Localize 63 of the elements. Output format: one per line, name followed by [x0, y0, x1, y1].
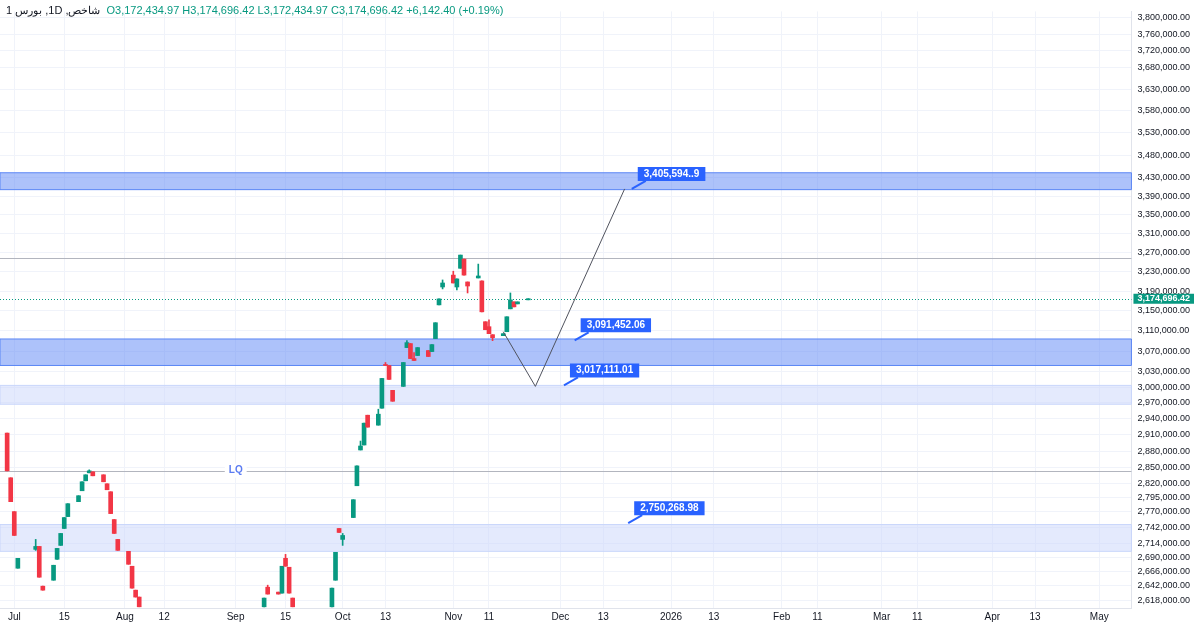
annotation: 2,750,268.98	[640, 501, 700, 513]
y-tick-label: 3,270,000.00	[1137, 246, 1191, 257]
x-tick-label: Aug	[116, 610, 134, 622]
y-tick-label: 3,030,000.00	[1137, 366, 1191, 377]
y-tick-label: 3,110,000.00	[1137, 325, 1190, 336]
y-tick-label: 2,770,000.00	[1137, 506, 1191, 517]
x-tick-label: 13	[597, 610, 610, 622]
y-tick-label: 3,630,000.00	[1137, 83, 1191, 94]
y-tick-label: 2,642,000.00	[1137, 580, 1191, 591]
x-tick-label: 12	[158, 610, 171, 622]
y-tick-label: 2,618,000.00	[1137, 594, 1191, 605]
y-tick-label: 3,680,000.00	[1137, 62, 1191, 73]
annotation: 3,091,452.06	[586, 319, 646, 331]
x-tick-label: Sep	[226, 610, 245, 622]
y-tick-label: 3,310,000.00	[1137, 227, 1191, 238]
x-tick-label: 11	[912, 610, 923, 622]
y-tick-label: 2,690,000.00	[1137, 552, 1191, 563]
y-tick-label: 3,150,000.00	[1137, 305, 1191, 316]
x-tick-label: 11	[812, 610, 823, 622]
x-tick-label: Nov	[444, 610, 463, 622]
annotation: 3,405,594..9	[643, 167, 700, 179]
x-tick-label: 15	[279, 610, 292, 622]
y-tick-label: 3,720,000.00	[1137, 45, 1191, 56]
x-tick-label: Apr	[984, 610, 1001, 622]
x-tick-label: Jul	[7, 610, 21, 622]
y-tick-label: 3,230,000.00	[1137, 266, 1191, 277]
y-tick-label: 2,795,000.00	[1137, 492, 1191, 503]
y-tick-label: 2,666,000.00	[1137, 566, 1191, 577]
y-tick-label: 3,430,000.00	[1137, 172, 1191, 183]
x-tick-label: Feb	[773, 610, 791, 622]
x-tick-label: 13	[708, 610, 720, 622]
y-tick-label: 3,580,000.00	[1137, 105, 1191, 116]
x-tick-label: May	[1089, 610, 1109, 622]
ref-line-label: LQ	[228, 464, 243, 476]
x-tick-label: 13	[379, 610, 392, 622]
y-tick-label: 3,530,000.00	[1137, 127, 1191, 138]
chart-title: شاخص, 1D, بورس 1	[6, 4, 101, 16]
x-tick-label: Oct	[334, 610, 351, 622]
y-tick-label: 3,190,000.00	[1137, 285, 1191, 296]
y-tick-label: 3,390,000.00	[1137, 190, 1191, 201]
y-tick-label: 2,880,000.00	[1137, 445, 1191, 456]
x-tick-label: 13	[1029, 610, 1042, 622]
x-tick-label: 2026	[659, 610, 683, 622]
y-tick-label: 3,000,000.00	[1137, 381, 1191, 392]
y-tick-label: 2,910,000.00	[1137, 429, 1191, 440]
y-tick-label: 2,714,000.00	[1137, 538, 1191, 549]
y-tick-label: 3,480,000.00	[1137, 149, 1191, 160]
y-tick-label: 3,070,000.00	[1137, 345, 1191, 356]
y-tick-label: 3,800,000.00	[1137, 12, 1191, 23]
annotation: 3,017,111.01	[575, 364, 634, 376]
y-tick-label: 2,940,000.00	[1137, 413, 1191, 424]
y-tick-label: 2,850,000.00	[1137, 461, 1191, 472]
y-tick-label: 2,820,000.00	[1137, 478, 1191, 489]
y-tick-label: 2,742,000.00	[1137, 522, 1191, 533]
x-tick-label: Mar	[872, 610, 891, 622]
y-tick-label: 3,350,000.00	[1137, 209, 1191, 220]
y-tick-label: 2,970,000.00	[1137, 397, 1191, 408]
chart-subtitle: O3,172,434.97 H3,174,696.42 L3,172,434.97 C3,174,696.42 +6,142.40 (+0.19%)	[106, 4, 504, 16]
y-tick-label: 3,760,000.00	[1137, 28, 1191, 39]
x-tick-label: Dec	[551, 610, 570, 622]
x-tick-label: 11	[483, 610, 495, 622]
ref-line-label: 3,174,696.42	[1137, 293, 1191, 304]
x-tick-label: 15	[58, 610, 71, 622]
